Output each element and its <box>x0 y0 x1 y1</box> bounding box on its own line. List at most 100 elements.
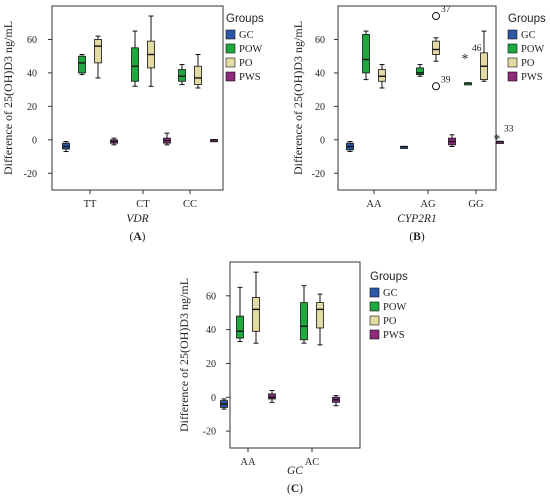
x-tick-label: CT <box>136 199 150 210</box>
y-tick-label: -20 <box>24 169 37 180</box>
box-pws-ct <box>163 132 171 146</box>
box-pow-cc <box>178 64 186 86</box>
box-pws-gg <box>496 140 504 144</box>
box-pws-aa <box>268 390 276 403</box>
outlier-label: 33 <box>504 124 514 134</box>
legend-label-pws: PWS <box>239 72 261 83</box>
legend-label-gc: GC <box>239 30 254 41</box>
box-gc-aa <box>220 398 228 410</box>
legend-swatch-gc <box>507 29 518 40</box>
box-iqr <box>268 393 276 400</box>
legend-swatch-po <box>225 57 236 68</box>
panel-label: (B) <box>409 231 425 243</box>
panel-label: (A) <box>130 231 146 243</box>
panel-label: (C) <box>287 483 303 495</box>
box-gc-tt <box>62 140 70 153</box>
outlier-label: 39 <box>441 75 451 85</box>
y-tick-label: 0 <box>211 393 216 404</box>
legend-swatch-pws <box>369 329 380 340</box>
legend-swatch-po <box>369 315 380 326</box>
box-iqr <box>378 69 386 82</box>
legend-label-pow: POW <box>239 44 262 55</box>
legend-title: Groups <box>226 13 264 25</box>
legend-swatch-pow <box>369 301 380 312</box>
outlier-label: 46 <box>472 44 482 54</box>
x-axis-label: GC <box>287 465 303 477</box>
box-po-ac <box>316 293 324 346</box>
box-pws-ag <box>448 134 456 148</box>
y-tick-label: 20 <box>27 102 37 113</box>
box-iqr <box>194 65 202 86</box>
x-tick-label: AC <box>305 457 320 468</box>
box-pws-ac <box>332 395 340 407</box>
x-tick-label: AA <box>366 199 382 210</box>
chart-panel-b: -20 0 20 40 60 Difference of 25(OH)D3 ng/mL AA… <box>291 5 546 243</box>
box-iqr <box>362 34 370 74</box>
legend-label-po: PO <box>239 58 253 69</box>
y-tick-label: 40 <box>27 68 37 79</box>
legend-label-pow: POW <box>383 302 406 313</box>
box-iqr <box>432 40 440 55</box>
x-tick-label: TT <box>84 199 97 210</box>
legend-label-gc: GC <box>383 288 398 299</box>
x-tick-label: GG <box>468 199 484 210</box>
y-tick-label: 60 <box>315 35 325 46</box>
box-iqr <box>236 315 244 339</box>
y-tick-label: 0 <box>320 135 325 146</box>
box-gc-ag <box>400 145 408 149</box>
box-pws-tt <box>110 137 118 146</box>
chart-panel-a: -20 0 20 40 60 Difference of 25(OH)D3 ng/mL TT… <box>1 5 264 243</box>
box-pow-aa <box>236 286 244 342</box>
x-tick-label: CC <box>183 199 197 210</box>
box-gc-aa <box>346 140 354 153</box>
legend-swatch-pow <box>507 43 518 54</box>
legend-swatch-pow <box>225 43 236 54</box>
y-tick-label: -20 <box>312 169 325 180</box>
y-tick-label: -20 <box>203 427 216 438</box>
box-iqr <box>178 69 186 82</box>
box-pow-aa <box>362 30 370 81</box>
x-axis-label: VDR <box>126 213 148 225</box>
legend-title: Groups <box>508 13 546 25</box>
box-pow-ac <box>300 285 308 344</box>
box-pow-ag <box>416 64 424 77</box>
x-tick-label: AG <box>420 199 436 210</box>
plot-frame <box>229 261 361 449</box>
y-tick-label: 60 <box>206 291 216 302</box>
y-axis-label: Difference of 25(OH)D3 ng/mL <box>291 21 305 175</box>
legend-swatch-pws <box>225 71 236 82</box>
outlier-star: * <box>494 132 501 147</box>
outlier-circle <box>432 12 440 21</box>
box-po-gg <box>480 30 488 82</box>
legend: Groups GC POW PO PWS <box>225 13 264 83</box>
plot-frame <box>51 5 224 191</box>
y-axis-label: Difference of 25(OH)D3 ng/mL <box>177 278 191 432</box>
box-pow-ct <box>131 30 139 87</box>
legend-label-pws: PWS <box>521 72 543 83</box>
box-po-ct <box>147 15 155 87</box>
outlier-label: 37 <box>441 5 451 15</box>
box-pow-tt <box>78 54 86 76</box>
y-tick-label: 60 <box>27 35 37 46</box>
outlier-star: * <box>462 52 469 67</box>
box-po-ag <box>432 37 440 62</box>
x-axis-label: CYP2R1 <box>397 213 437 225</box>
chart-panel-c: -20 0 20 40 60 Difference of 25(OH)D3 ng/mL AA… <box>177 261 408 495</box>
legend-swatch-pws <box>507 71 518 82</box>
box-iqr <box>94 39 102 64</box>
legend-label-pws: PWS <box>383 330 405 341</box>
box-pws-cc <box>210 139 218 143</box>
legend: Groups GC POW PO PWS <box>369 271 408 341</box>
legend-title: Groups <box>370 271 408 283</box>
box-iqr <box>131 47 139 82</box>
box-iqr <box>78 55 86 74</box>
box-iqr <box>316 302 324 329</box>
legend-swatch-gc <box>369 287 380 298</box>
y-tick-label: 20 <box>315 102 325 113</box>
legend-label-po: PO <box>383 316 397 327</box>
outlier-circle <box>432 82 440 91</box>
legend: Groups GC POW PO PWS <box>507 13 546 83</box>
x-tick-label: AA <box>240 457 256 468</box>
